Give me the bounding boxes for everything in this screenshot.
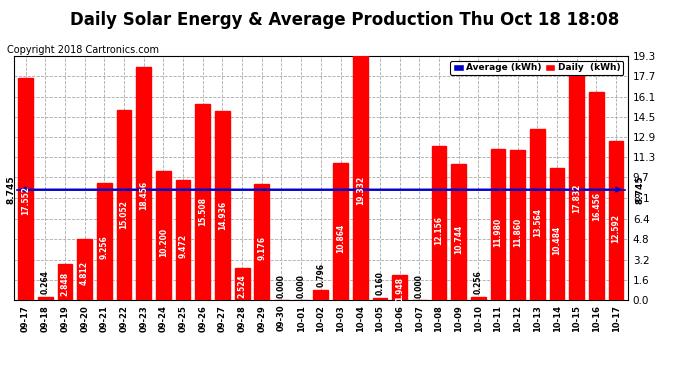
Text: 17.552: 17.552 [21, 186, 30, 215]
Text: 17.832: 17.832 [572, 184, 581, 213]
Bar [176, 180, 190, 300]
Text: 10.200: 10.200 [159, 228, 168, 256]
Bar [195, 104, 210, 300]
Text: Daily Solar Energy & Average Production Thu Oct 18 18:08: Daily Solar Energy & Average Production … [70, 11, 620, 29]
Text: 8.745: 8.745 [7, 175, 16, 204]
Bar [77, 239, 92, 300]
Text: 2.848: 2.848 [61, 272, 70, 296]
Bar [353, 56, 368, 300]
Bar [255, 184, 269, 300]
Text: 0.796: 0.796 [316, 263, 326, 287]
Text: 16.456: 16.456 [592, 192, 601, 221]
Bar [18, 78, 33, 300]
Text: 0.264: 0.264 [41, 270, 50, 294]
Text: 15.508: 15.508 [198, 197, 207, 226]
Text: 12.592: 12.592 [611, 214, 620, 243]
Bar [471, 297, 486, 300]
Text: 0.160: 0.160 [375, 272, 384, 296]
Bar [392, 275, 407, 300]
Text: 0.000: 0.000 [277, 274, 286, 298]
Text: 0.000: 0.000 [297, 274, 306, 298]
Bar [431, 147, 446, 300]
Text: 0.256: 0.256 [474, 270, 483, 294]
Text: 8.745: 8.745 [635, 175, 644, 204]
Text: 12.156: 12.156 [435, 216, 444, 245]
Bar [156, 171, 170, 300]
Bar [137, 67, 151, 300]
Text: 10.484: 10.484 [553, 226, 562, 255]
Bar [550, 168, 564, 300]
Bar [333, 163, 348, 300]
Text: 11.980: 11.980 [493, 217, 502, 246]
Bar [511, 150, 525, 300]
Text: Copyright 2018 Cartronics.com: Copyright 2018 Cartronics.com [7, 45, 159, 55]
Bar [609, 141, 624, 300]
Text: 9.256: 9.256 [100, 236, 109, 259]
Bar [97, 183, 112, 300]
Bar [589, 92, 604, 300]
Text: 1.948: 1.948 [395, 277, 404, 301]
Bar [313, 290, 328, 300]
Text: 4.812: 4.812 [80, 261, 89, 285]
Text: 15.052: 15.052 [119, 200, 128, 229]
Bar [235, 268, 250, 300]
Bar [451, 164, 466, 300]
Text: 19.332: 19.332 [356, 176, 365, 205]
Bar [57, 264, 72, 300]
Legend: Average (kWh), Daily  (kWh): Average (kWh), Daily (kWh) [450, 61, 623, 75]
Text: 2.524: 2.524 [237, 274, 246, 297]
Text: 18.456: 18.456 [139, 180, 148, 210]
Bar [215, 111, 230, 300]
Bar [530, 129, 544, 300]
Text: 13.564: 13.564 [533, 209, 542, 237]
Text: 14.936: 14.936 [218, 201, 227, 230]
Bar [491, 149, 505, 300]
Text: 0.000: 0.000 [415, 274, 424, 298]
Text: 9.472: 9.472 [179, 234, 188, 258]
Text: 10.744: 10.744 [454, 224, 463, 254]
Text: 9.176: 9.176 [257, 236, 266, 260]
Bar [569, 75, 584, 300]
Bar [38, 297, 52, 300]
Bar [373, 298, 387, 300]
Bar [117, 110, 131, 300]
Text: 11.860: 11.860 [513, 218, 522, 247]
Text: 10.864: 10.864 [336, 224, 345, 253]
